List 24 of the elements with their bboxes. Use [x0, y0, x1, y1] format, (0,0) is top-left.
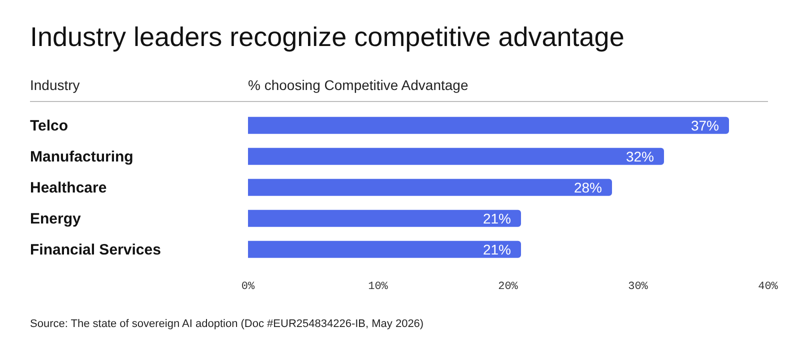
data-label: 32% [626, 148, 654, 164]
data-label: 28% [574, 179, 602, 196]
data-label: 37% [690, 117, 719, 134]
bar [248, 178, 612, 196]
bar [248, 240, 521, 258]
data-label: 21% [482, 210, 511, 226]
data-label: 21% [482, 241, 511, 258]
x-axis-title: % choosing Competitive Advantage [248, 77, 468, 93]
y-axis-title: Industry [30, 77, 80, 93]
bar [248, 148, 664, 165]
bar [248, 210, 521, 227]
x-tick-label: 40% [758, 280, 778, 293]
y-tick-label: Manufacturing [30, 148, 134, 166]
source-note: Source: The state of sovereign AI adoption (Doc #EUR254834226-IB, May 2026) [30, 318, 424, 330]
chart-title: Industry leaders recognize competitive advantage [30, 22, 624, 53]
y-tick-label: Financial Services [30, 242, 161, 258]
y-tick-label: Healthcare [30, 180, 107, 196]
x-tick-label: 20% [498, 280, 518, 293]
x-tick-label: 10% [368, 280, 388, 293]
bar [248, 116, 729, 134]
y-tick-label: Telco [30, 118, 68, 134]
y-tick-label: Energy [30, 210, 82, 228]
x-tick-label: 0% [241, 280, 255, 293]
x-tick-label: 30% [628, 280, 648, 293]
